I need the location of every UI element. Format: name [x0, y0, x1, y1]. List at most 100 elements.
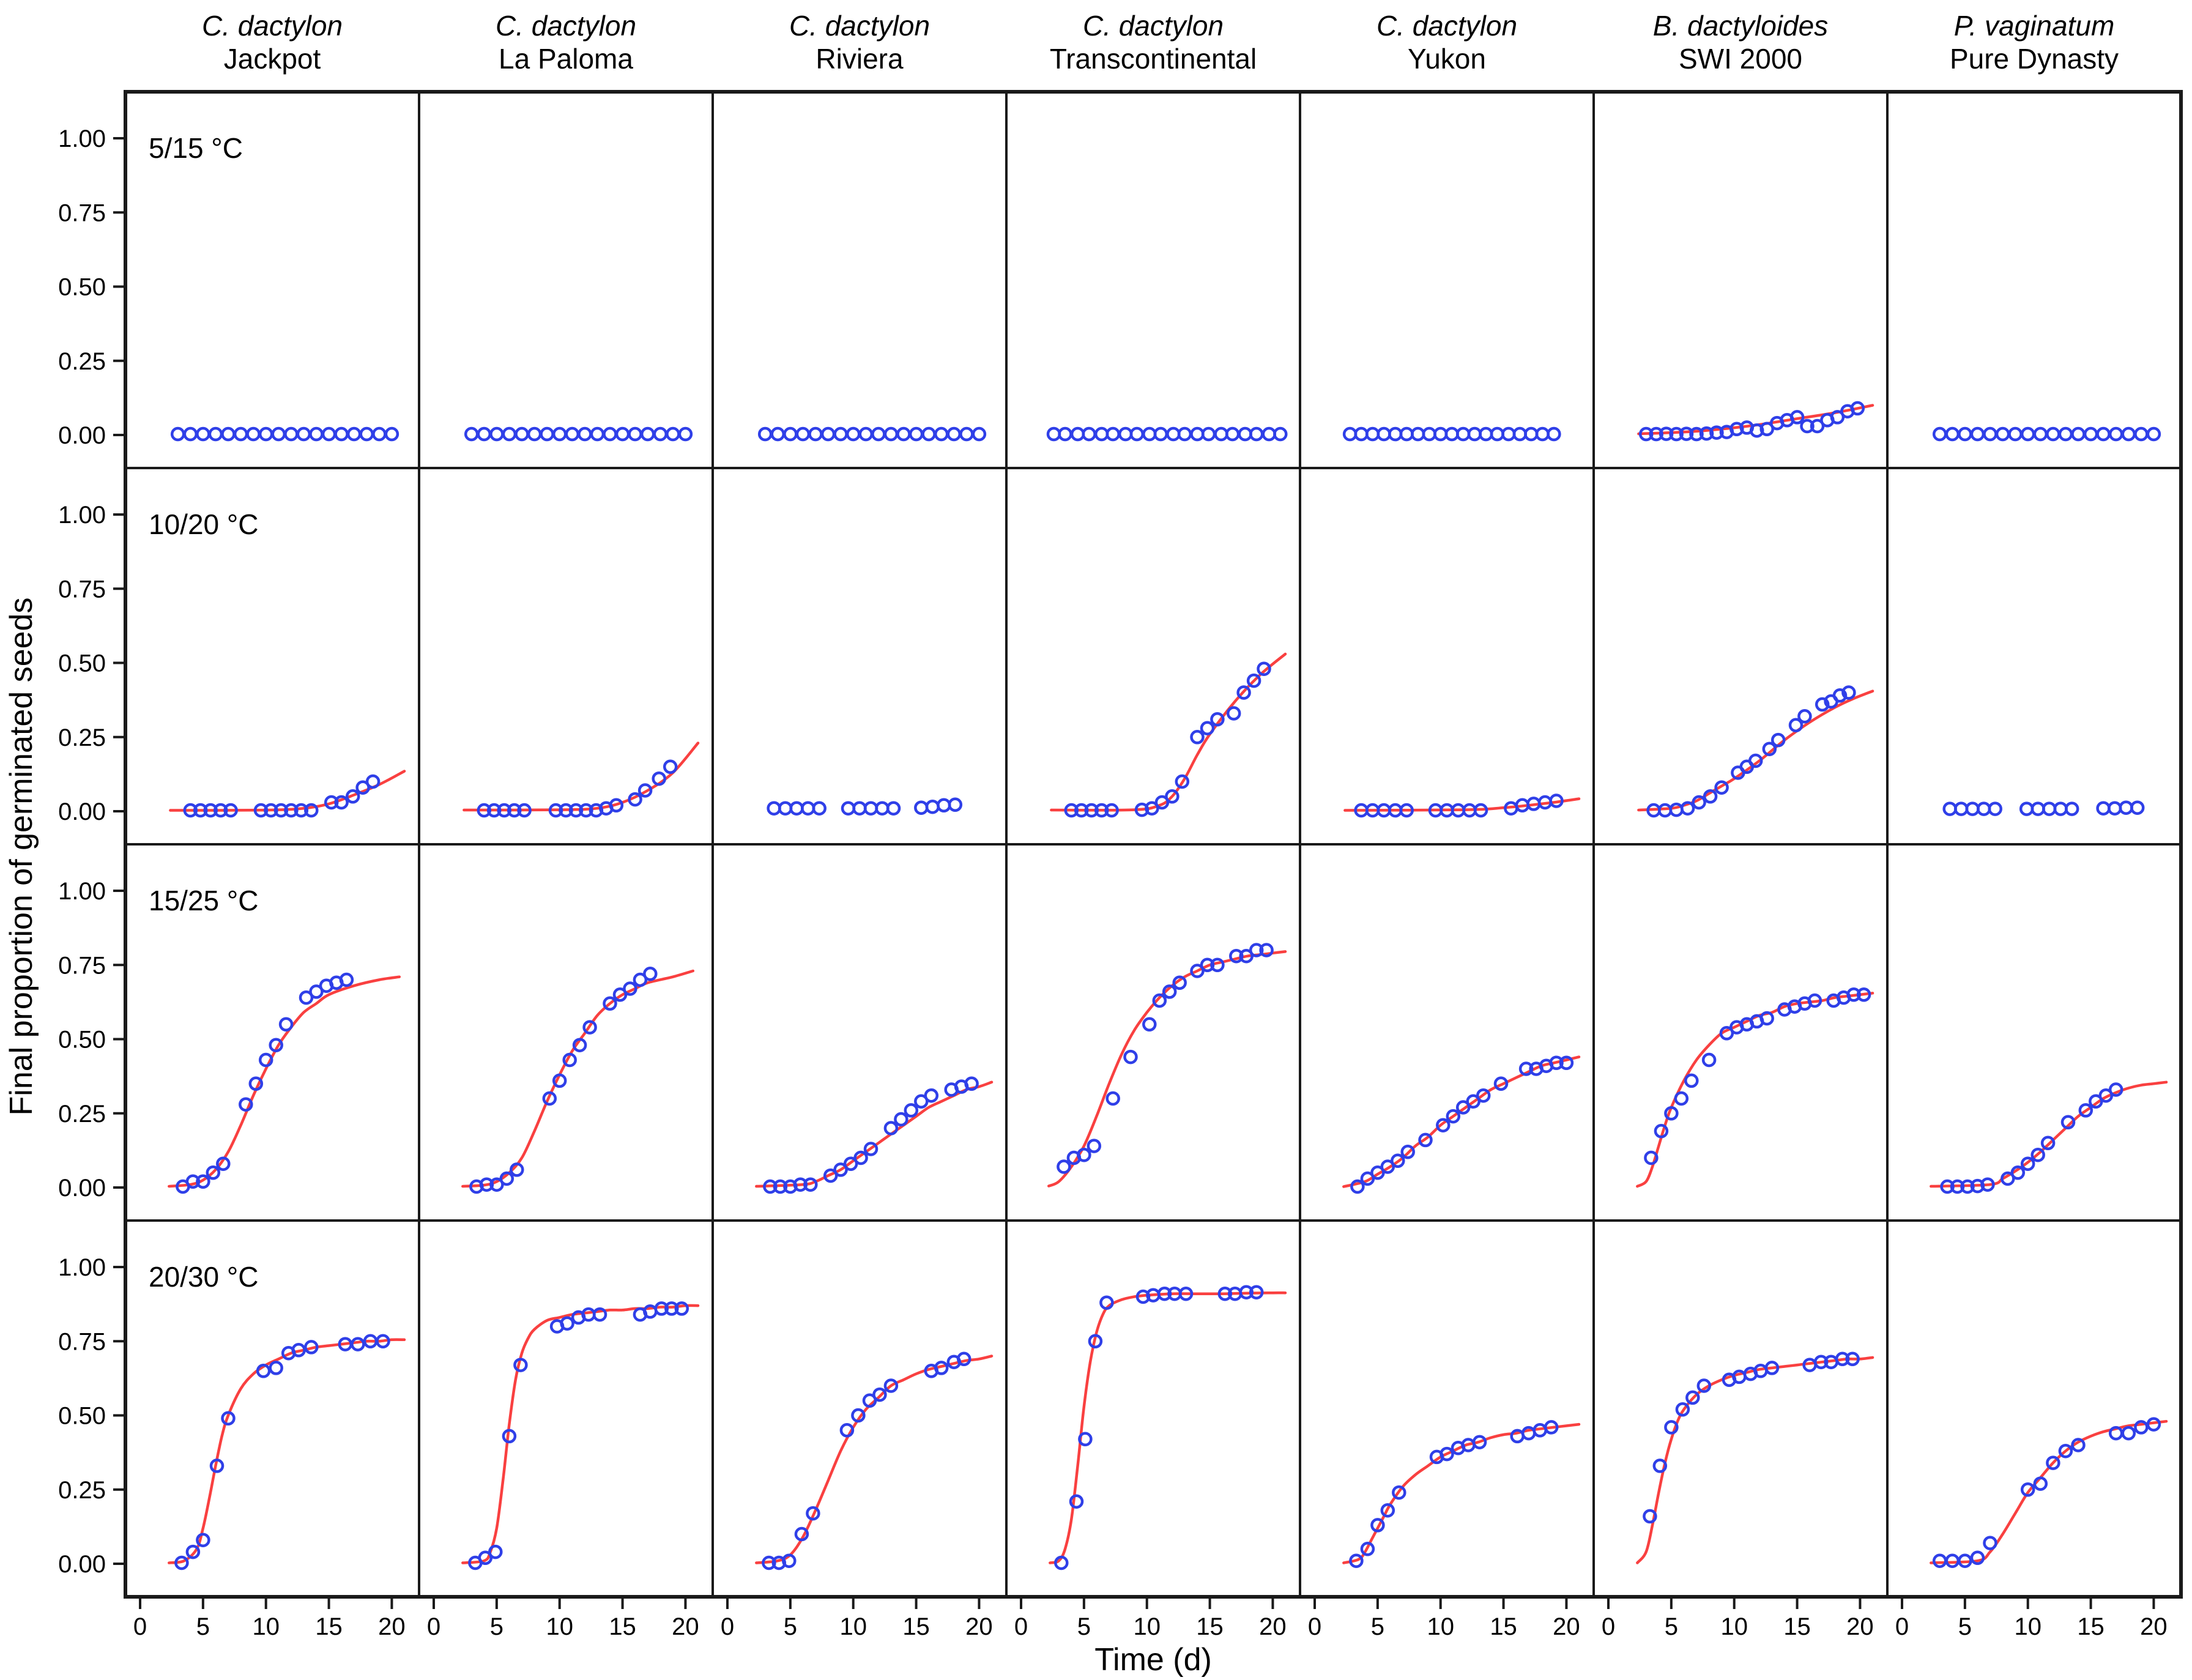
- data-point: [1087, 1139, 1102, 1153]
- panel-frame: [1299, 91, 1595, 469]
- fit-curve: [1636, 992, 1874, 1188]
- data-point: [763, 1179, 778, 1194]
- data-point: [1789, 410, 1805, 425]
- data-point: [2030, 801, 2045, 816]
- data-point: [1664, 1106, 1679, 1121]
- data-point: [1350, 1179, 1365, 1194]
- col-header-species: C. dactylon: [496, 10, 636, 42]
- data-point: [1129, 426, 1145, 442]
- data-point: [823, 1168, 838, 1183]
- data-point: [489, 1177, 504, 1192]
- data-point: [304, 1340, 319, 1355]
- x-tick-label: 5: [784, 1613, 797, 1640]
- data-point: [833, 1162, 848, 1177]
- data-point: [2121, 426, 2136, 442]
- panel-frame: [1299, 1219, 1595, 1598]
- data-point: [1748, 753, 1763, 768]
- data-point: [794, 1526, 809, 1542]
- y-tick-label: 1.00: [58, 125, 106, 152]
- data-point: [477, 803, 492, 818]
- data-point: [1559, 1055, 1574, 1071]
- data-point: [841, 801, 856, 816]
- data-point: [269, 1361, 283, 1375]
- data-point: [863, 1142, 879, 1156]
- data-point: [914, 1094, 929, 1109]
- panel-frame: [1299, 467, 1595, 846]
- data-point: [1175, 774, 1190, 789]
- panel-frame: [418, 91, 714, 469]
- data-point: [1703, 789, 1718, 804]
- data-point: [359, 426, 374, 442]
- data-point: [1166, 426, 1181, 442]
- panel-frame: [711, 467, 1008, 846]
- data-point: [2033, 426, 2048, 442]
- data-point: [339, 972, 354, 987]
- panel-frame: [1886, 91, 2182, 469]
- x-tick-label: 5: [196, 1613, 210, 1640]
- data-point: [309, 984, 324, 999]
- data-point: [1210, 712, 1225, 727]
- data-point: [615, 426, 630, 442]
- data-point: [1118, 426, 1133, 442]
- data-point: [1142, 426, 1157, 442]
- data-point: [1238, 426, 1252, 442]
- data-point: [1225, 426, 1240, 442]
- x-tick-label: 10: [252, 1613, 280, 1640]
- panel-frame: [1592, 467, 1889, 846]
- data-point: [209, 1459, 225, 1473]
- data-point: [206, 1165, 221, 1180]
- data-point: [1436, 1118, 1451, 1132]
- fit-curve: [461, 1304, 700, 1564]
- data-point: [170, 426, 185, 442]
- data-point: [1759, 1011, 1774, 1026]
- data-point: [540, 426, 554, 442]
- x-tick-label: 0: [133, 1613, 147, 1640]
- data-point: [1549, 1055, 1564, 1071]
- data-point: [1433, 426, 1448, 442]
- data-point: [1400, 1145, 1415, 1159]
- x-tick-label: 10: [839, 1613, 867, 1640]
- data-point: [653, 426, 668, 442]
- data-point: [2020, 1156, 2035, 1171]
- data-point: [488, 1544, 503, 1559]
- data-point: [196, 1533, 210, 1547]
- data-point: [1157, 1286, 1172, 1301]
- x-tick-label: 20: [965, 1613, 993, 1640]
- data-point: [1654, 1124, 1669, 1139]
- col-header-species: C. dactylon: [202, 10, 343, 42]
- data-point: [1965, 801, 1980, 816]
- data-point: [1970, 426, 1985, 442]
- data-point: [1800, 418, 1815, 434]
- data-point: [486, 803, 502, 818]
- data-point: [1696, 1378, 1712, 1393]
- data-point: [1142, 1017, 1157, 1032]
- y-tick-label: 0.25: [58, 724, 106, 751]
- data-point: [376, 1334, 390, 1349]
- fit-curve: [461, 969, 695, 1188]
- data-point: [1249, 426, 1264, 442]
- data-point: [1349, 1553, 1364, 1568]
- panel-frame: [1592, 1219, 1889, 1598]
- data-point: [372, 426, 387, 442]
- data-point: [2107, 801, 2122, 816]
- data-point: [1467, 426, 1482, 442]
- col-header-species: C. dactylon: [1377, 10, 1517, 42]
- data-point: [1988, 801, 2002, 816]
- x-tick-label: 15: [1783, 1613, 1811, 1640]
- data-point: [1493, 1076, 1509, 1091]
- data-point: [1652, 1459, 1668, 1473]
- data-point: [1105, 1091, 1120, 1106]
- x-tick-label: 0: [721, 1613, 734, 1640]
- data-point: [213, 803, 228, 818]
- data-point: [221, 1411, 236, 1426]
- data-point: [542, 1091, 557, 1106]
- data-point: [1082, 426, 1096, 442]
- data-point: [233, 426, 248, 442]
- data-point: [592, 1307, 607, 1322]
- data-point: [1214, 426, 1228, 442]
- data-point: [623, 981, 637, 996]
- data-point: [803, 1177, 818, 1192]
- data-point: [1104, 803, 1119, 818]
- data-point: [1399, 426, 1414, 442]
- data-point: [770, 426, 786, 442]
